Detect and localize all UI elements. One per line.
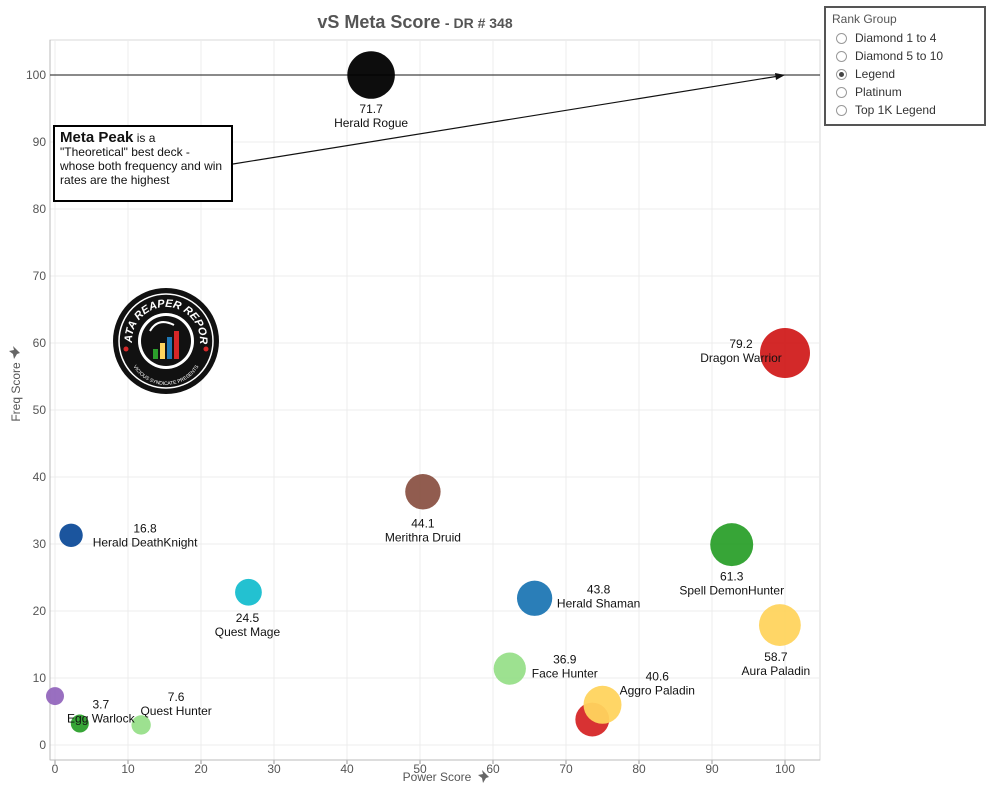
bubble-quest-mage[interactable] [235,578,262,606]
bubble-score-label: 44.1 [411,517,435,531]
bubble-name-label: Face Hunter [532,667,598,681]
bubble-spell-demonhunter[interactable] [710,523,754,567]
legend-title: Rank Group [832,12,897,26]
bubble-name-label: Herald DeathKnight [93,535,198,549]
rank-group-legend: Rank Group Diamond 1 to 4 Diamond 5 to 1… [824,6,986,126]
y-tick-label: 80 [33,202,47,216]
bubble-unlabeled-purple-deck[interactable] [46,687,64,706]
bubble-face-hunter[interactable] [493,652,526,685]
y-tick-label: 20 [33,604,47,618]
bubble-name-label: Merithra Druid [385,531,461,545]
bubbles [46,51,810,737]
y-tick-label: 100 [26,68,46,82]
bubble-score-label: 43.8 [587,582,611,596]
chart-title: vS Meta Score - DR # 348 [0,12,830,33]
bubble-score-label: 7.6 [168,690,185,704]
axes: 0 10 20 30 40 50 60 70 80 90 100 0 10 20 30 40 50 60 70 80 9… [26,40,820,776]
y-axis-pin-icon [9,346,20,359]
legend-item-label: Top 1K Legend [855,103,936,117]
legend-item-diamond-5-to-10[interactable]: Diamond 5 to 10 [832,47,978,65]
bubble-name-label: Herald Shaman [557,596,640,610]
bubble-herald-deathknight[interactable] [59,523,83,547]
bubble-name-label: Aura Paladin [742,664,811,678]
meta-peak-annotation: Meta Peak is a "Theoretical" best deck -… [53,125,233,202]
bubble-name-label: Quest Mage [215,625,281,639]
x-tick-label: 30 [267,762,281,776]
legend-item-diamond-1-to-4[interactable]: Diamond 1 to 4 [832,29,978,47]
bubble-merithra-druid[interactable] [405,474,441,510]
bubble-score-label: 16.8 [133,521,157,535]
x-tick-label: 70 [559,762,573,776]
x-tick-label: 50 [413,762,427,776]
legend-item-top-1k-legend[interactable]: Top 1K Legend [832,101,978,119]
y-tick-label: 0 [39,738,46,752]
bubble-name-label: Aggro Paladin [620,684,695,698]
bubble-name-label: Spell DemonHunter [679,584,784,598]
x-tick-label: 80 [632,762,646,776]
bubble-score-label: 24.5 [236,611,260,625]
legend-item-label: Legend [855,67,896,81]
radio-icon[interactable] [836,104,847,116]
reference-layer [50,73,820,165]
annotation-arrowhead [775,73,785,80]
bubble-herald-shaman[interactable] [516,580,553,616]
legend-item-label: Platinum [855,85,902,99]
bubble-dragon-warrior[interactable] [760,328,810,379]
x-tick-label: 100 [775,762,795,776]
annotation-arrow-line [232,75,780,165]
bubble-score-label: 36.9 [553,653,577,667]
radio-icon[interactable] [836,50,847,62]
legend-item-label: Diamond 1 to 4 [855,31,937,45]
bubble-name-label: Dragon Warrior [700,351,782,365]
annotation-text: is a "Theoretical" best deck - whose bot… [60,131,223,187]
y-axis-label: Freq Score [9,362,23,422]
y-tick-label: 70 [33,269,47,283]
legend-item-label: Diamond 5 to 10 [855,49,944,63]
x-axis-pin-icon [478,770,489,783]
bubble-name-label: Egg Warlock [67,712,136,726]
x-tick-label: 40 [340,762,354,776]
bubble-score-label: 40.6 [646,670,670,684]
bubble-score-label: 3.7 [92,698,109,712]
radio-icon[interactable] [836,32,847,44]
bubble-name-label: Quest Hunter [140,704,211,718]
bubble-score-label: 58.7 [764,650,788,664]
x-tick-label: 90 [705,762,719,776]
bubble-score-label: 71.7 [359,102,383,116]
x-tick-label: 60 [486,762,500,776]
data-reaper-logo: DATA REAPER REPORT VICIOUS SYNDICATE PRE… [112,287,219,394]
y-tick-label: 30 [33,537,47,551]
bubble-herald-rogue[interactable] [347,51,395,99]
x-tick-label: 20 [194,762,208,776]
y-tick-label: 60 [33,336,47,350]
bubble-aura-paladin[interactable] [758,604,801,646]
legend-item-legend[interactable]: Legend [832,65,978,83]
chart-title-sub: - DR # 348 [444,15,513,31]
x-axis-label: Power Score [403,770,472,784]
x-tick-label: 0 [52,762,59,776]
bubble-name-label: Herald Rogue [334,116,408,130]
y-tick-label: 10 [33,671,47,685]
y-tick-label: 90 [33,135,47,149]
bubble-egg-warlock[interactable] [70,714,89,733]
bubble-score-label: 61.3 [720,570,744,584]
chart-title-main: vS Meta Score [317,12,441,32]
bubble-aggro-paladin-secondary[interactable] [583,685,622,724]
annotation-bold: Meta Peak [60,129,134,146]
x-tick-label: 10 [121,762,135,776]
bubble-score-label: 79.2 [729,337,753,351]
radio-icon[interactable] [836,86,847,98]
legend-items: Diamond 1 to 4 Diamond 5 to 10 Legend Pl… [832,29,978,119]
y-tick-label: 50 [33,403,47,417]
legend-item-platinum[interactable]: Platinum [832,83,978,101]
y-tick-label: 40 [33,470,47,484]
radio-icon[interactable] [836,68,847,80]
bubble-quest-hunter[interactable] [131,715,151,735]
